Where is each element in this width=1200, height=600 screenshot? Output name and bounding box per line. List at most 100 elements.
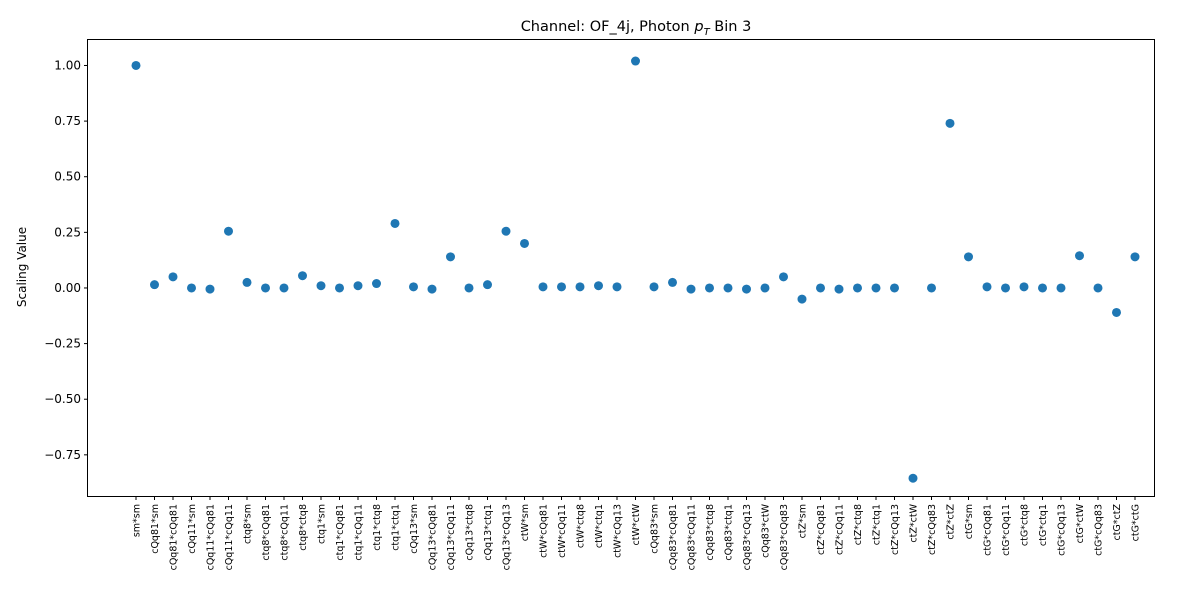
data-point — [1112, 307, 1121, 317]
x-tick-label: ctW*ctq1 — [594, 504, 605, 548]
y-tick-label: −0.25 — [44, 337, 81, 351]
y-axis: 1.00 0.75 0.50 0.25 0.00 −0.25 −0.50 −0.75 — [44, 58, 88, 462]
data-point — [612, 282, 622, 292]
data-point — [834, 284, 844, 294]
x-tick-label: ctZ*sm — [798, 504, 809, 538]
x-tick-label: cQq11*cQq81 — [206, 504, 217, 570]
x-tick-label: cQq83*ctq1 — [724, 504, 735, 561]
data-point — [187, 283, 196, 293]
data-point — [945, 118, 955, 128]
y-tick-label: −0.75 — [44, 448, 81, 462]
data-point — [409, 282, 418, 292]
x-tick-label: ctW*cQq11 — [557, 504, 568, 558]
data-point — [372, 279, 381, 289]
plot-frame — [87, 39, 1155, 497]
x-tick-label: cQq83*cQq13 — [742, 504, 753, 570]
data-point — [205, 284, 215, 294]
data-point — [520, 238, 529, 248]
data-point — [150, 280, 159, 290]
data-point — [908, 473, 918, 483]
chart-title-math-subscript: T — [704, 27, 711, 38]
x-tick-label: ctZ*ctW — [909, 503, 920, 542]
x-tick-label: cQq81*cQq81 — [169, 504, 180, 570]
x-tick-label: cQq13*cQq81 — [428, 504, 439, 570]
data-point — [131, 60, 141, 70]
x-tick-label: cQq83*sm — [650, 504, 661, 554]
data-point — [501, 226, 511, 236]
x-tick-label: cQq13*ctq1 — [483, 504, 494, 561]
data-point — [168, 272, 178, 282]
data-point — [668, 277, 677, 287]
data-point — [390, 218, 400, 228]
y-tick-label: 0.25 — [54, 225, 81, 239]
y-tick-label: −0.50 — [44, 392, 81, 406]
x-tick-label: cQq11*sm — [187, 504, 198, 554]
data-point — [261, 283, 270, 293]
x-tick-label: cQq81*sm — [150, 504, 161, 554]
data-point — [427, 284, 437, 294]
x-tick-label: ctq1*sm — [317, 504, 328, 544]
data-point — [797, 294, 807, 304]
x-tick-label: ctq1*ctq1 — [391, 504, 402, 551]
x-tick-label: ctZ*cQq11 — [835, 504, 846, 555]
data-point — [464, 283, 474, 293]
plot-area — [131, 56, 1140, 483]
x-tick-label: ctZ*cQq13 — [890, 504, 901, 555]
x-tick-label: ctq1*cQq81 — [335, 504, 346, 561]
data-point — [779, 272, 788, 282]
x-axis: sm*sm cQq81*sm cQq81*cQq81 cQq11*sm cQq11*cQ… — [132, 496, 1142, 570]
x-tick-label: ctZ*cQq81 — [816, 504, 827, 555]
data-point — [1075, 251, 1084, 261]
data-point — [483, 280, 492, 290]
data-point — [446, 252, 455, 262]
x-tick-label: ctW*sm — [520, 504, 531, 541]
x-tick-label: cQq83*cQq83 — [779, 504, 790, 570]
x-tick-label: ctq8*cQq11 — [280, 504, 291, 561]
chart-title-prefix: Channel: OF_4j, Photon — [521, 19, 695, 35]
x-tick-label: cQq13*cQq13 — [502, 504, 513, 570]
x-tick-label: sm*sm — [132, 504, 143, 537]
x-tick-label: ctW*ctW — [631, 503, 642, 545]
chart-title-math: p — [693, 19, 703, 35]
data-point — [1093, 283, 1103, 293]
x-tick-label: ctG*sm — [964, 504, 975, 539]
x-tick-label: cQq13*cQq11 — [446, 504, 457, 570]
x-tick-label: ctq1*cQq11 — [354, 504, 365, 561]
y-tick-label: 0.00 — [54, 281, 81, 295]
x-tick-label: ctG*ctG — [1131, 504, 1142, 541]
y-tick-label: 0.75 — [54, 114, 81, 128]
data-point — [631, 56, 640, 66]
data-point — [316, 281, 326, 291]
data-point — [594, 281, 603, 291]
x-tick-label: ctG*ctq8 — [1020, 504, 1031, 546]
x-tick-label: ctZ*ctZ — [946, 504, 957, 540]
x-tick-label: cQq83*ctq8 — [705, 504, 716, 561]
x-tick-label: cQq83*ctW — [761, 503, 772, 558]
x-tick-label: ctZ*cQq83 — [927, 504, 938, 555]
data-point — [224, 226, 233, 236]
x-tick-label: ctW*cQq81 — [539, 504, 550, 558]
data-point — [1038, 283, 1047, 293]
x-tick-label: cQq83*cQq11 — [687, 504, 698, 570]
y-tick-label: 0.50 — [54, 170, 81, 184]
x-tick-label: ctZ*ctq8 — [853, 504, 864, 545]
x-tick-label: ctG*ctZ — [1112, 504, 1123, 541]
data-point — [335, 283, 344, 293]
x-tick-label: ctq8*cQq81 — [261, 504, 272, 561]
data-point — [686, 284, 696, 294]
data-point — [1056, 283, 1066, 293]
x-tick-label: ctq8*ctq8 — [298, 504, 309, 551]
x-tick-label: cQq13*ctq8 — [465, 504, 476, 561]
data-point — [1130, 252, 1140, 262]
data-point — [1019, 282, 1029, 292]
y-axis-title: Scaling Value — [15, 227, 29, 307]
data-point — [1001, 283, 1010, 293]
data-point — [649, 282, 659, 292]
data-point — [760, 283, 770, 293]
data-point — [890, 283, 899, 293]
x-tick-label: ctG*cQq13 — [1057, 504, 1068, 556]
data-point — [538, 282, 548, 292]
x-tick-label: ctG*cQq11 — [1001, 504, 1012, 556]
y-tick-label: 1.00 — [54, 58, 81, 72]
